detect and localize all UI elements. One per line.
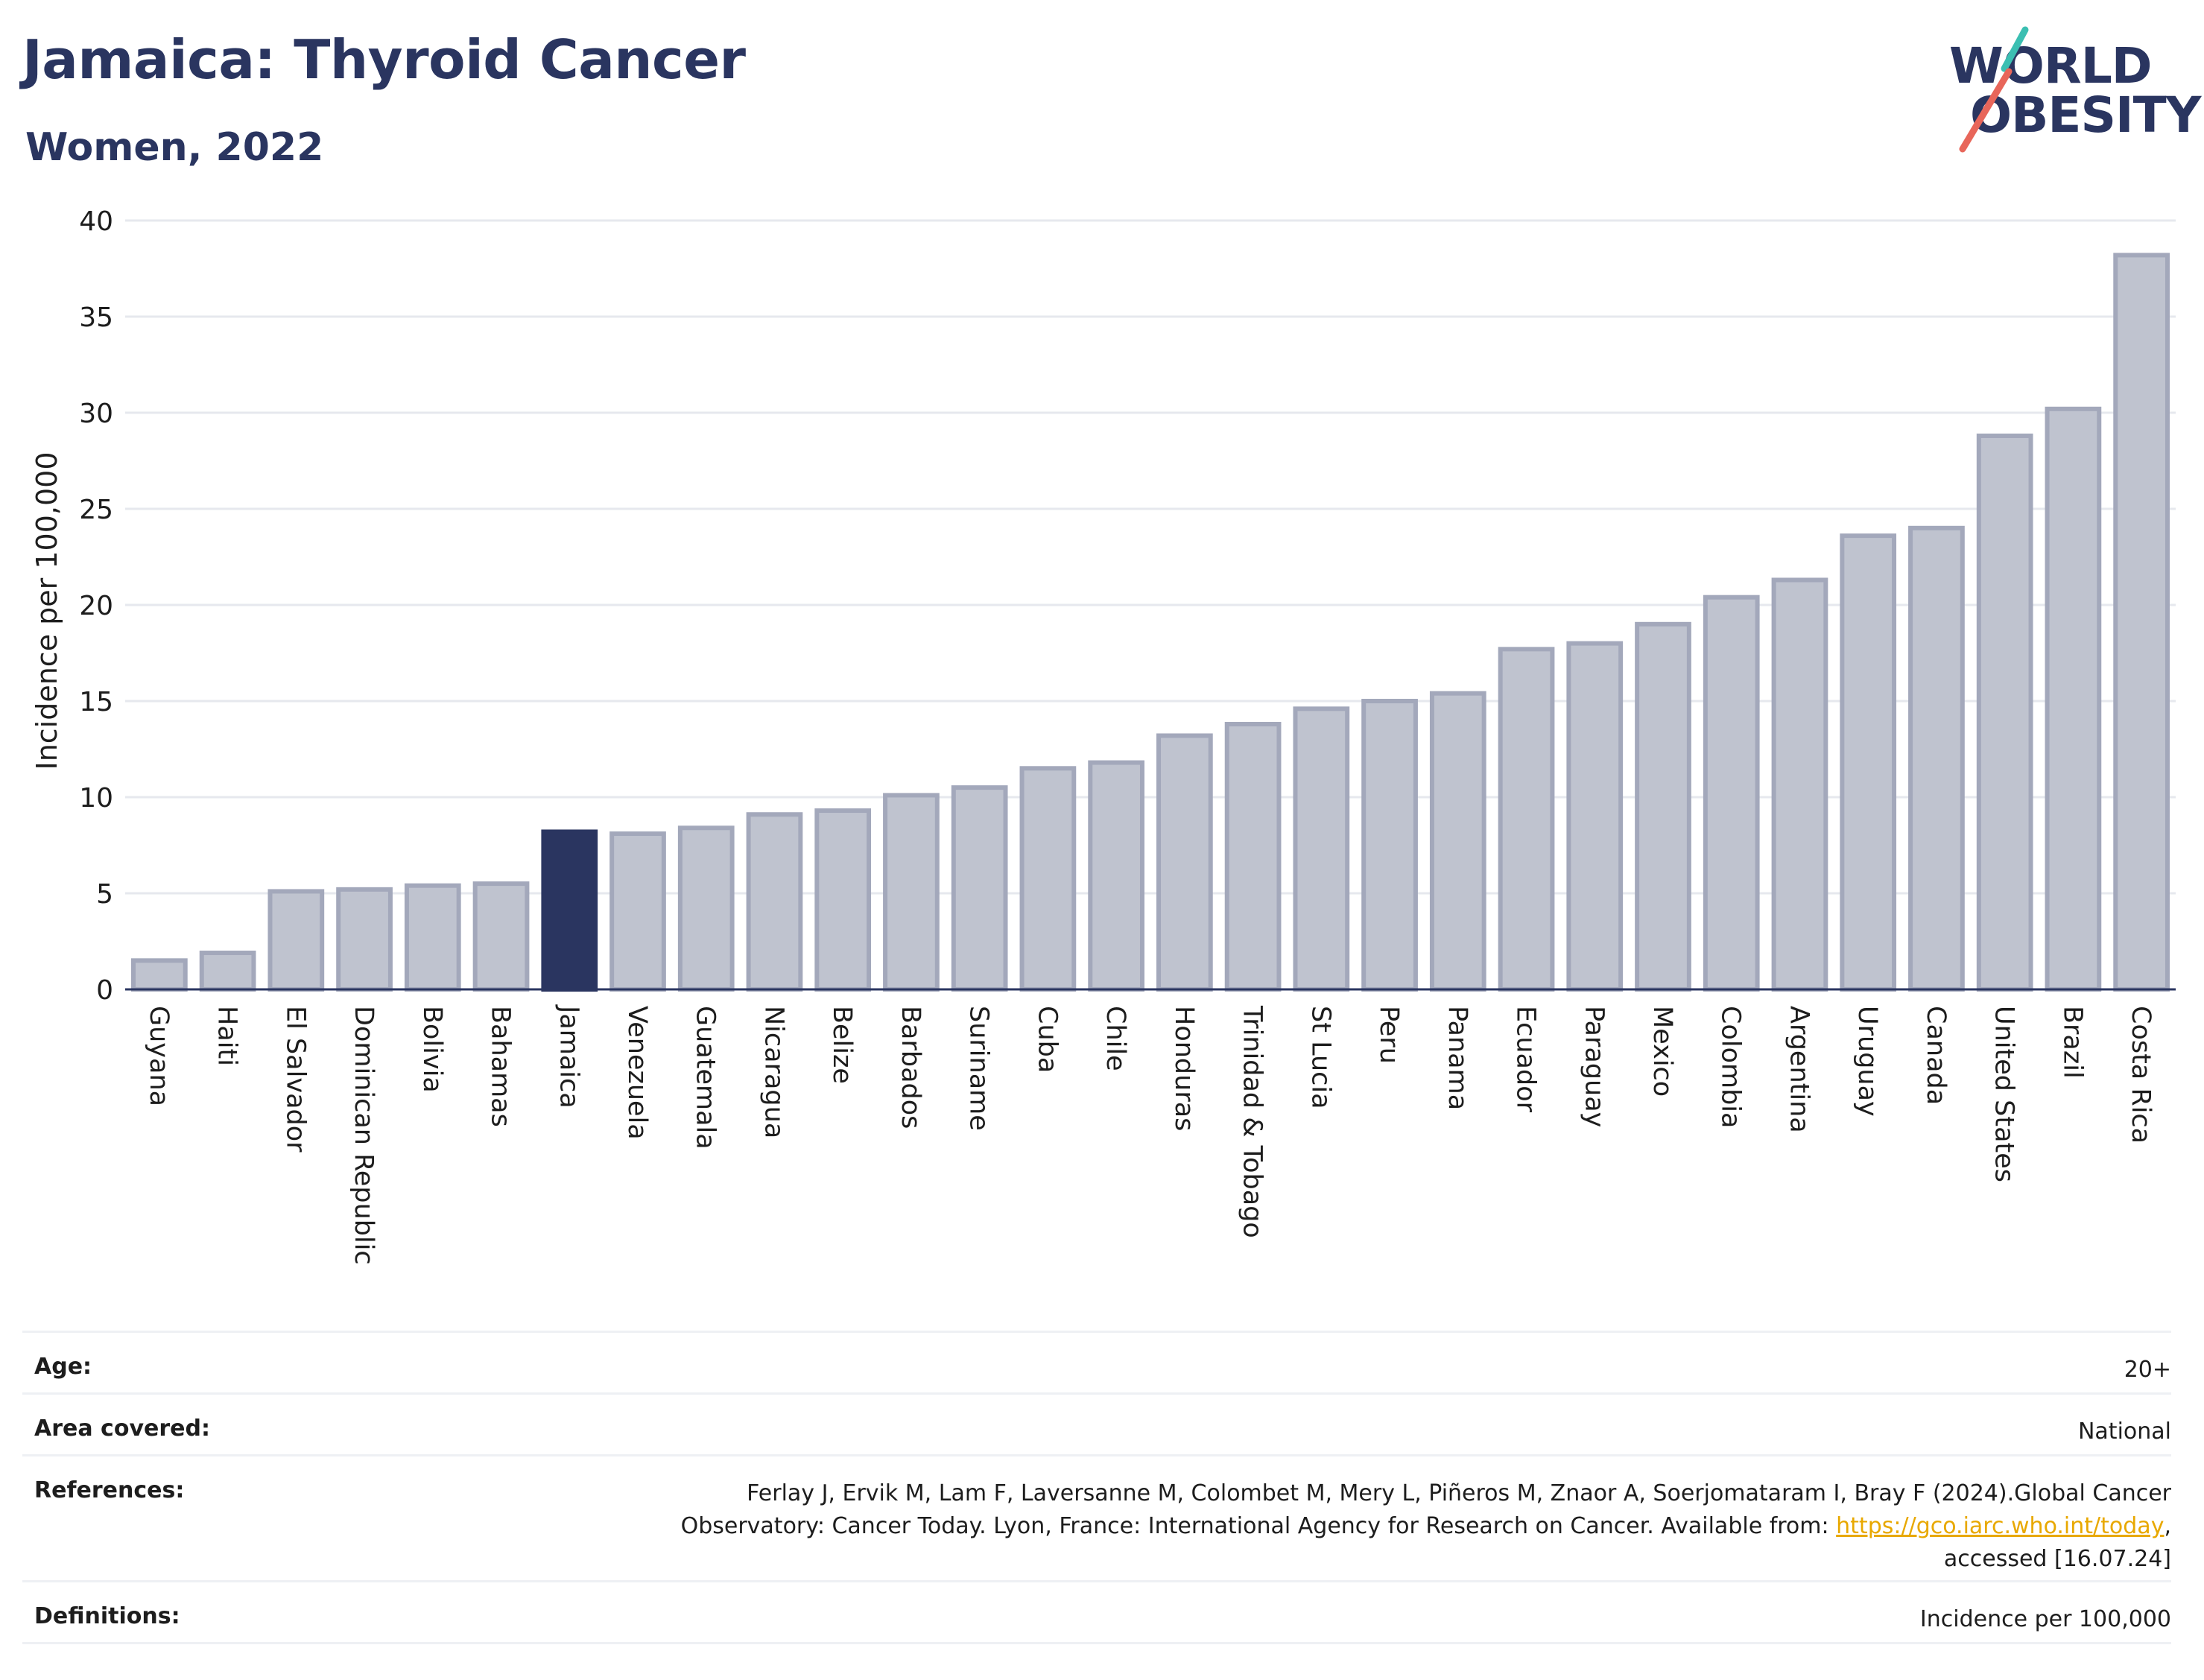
x-tick-label: Argentina — [1784, 1006, 1814, 1133]
chart-title: Jamaica: Thyroid Cancer — [22, 28, 746, 91]
bar-peru — [1361, 699, 1418, 992]
bar-argentina — [1771, 577, 1828, 992]
bar-uruguay — [1840, 533, 1897, 992]
x-tick-label: Paraguay — [1579, 1006, 1609, 1127]
x-tick-label: Panama — [1443, 1006, 1472, 1110]
info-row-definitions: Definitions: Incidence per 100,000 — [22, 1580, 2171, 1644]
x-tick-label: Barbados — [896, 1006, 925, 1129]
x-tick-label: Honduras — [1169, 1006, 1199, 1131]
bar-venezuela — [609, 831, 666, 992]
bar-chile — [1088, 760, 1144, 992]
x-tick-label: Chile — [1101, 1006, 1130, 1071]
references-line-2: Observatory: Cancer Today. Lyon, France:… — [680, 1513, 1837, 1539]
bar-honduras — [1156, 733, 1213, 992]
bar-ecuador — [1498, 647, 1555, 992]
definitions-value: Incidence per 100,000 — [1919, 1606, 2171, 1632]
x-tick-label: United States — [1989, 1006, 2019, 1182]
y-tick-label: 5 — [96, 879, 113, 910]
references-value: Ferlay J, Ervik M, Lam F, Laversanne M, … — [681, 1477, 2171, 1576]
info-row-references: References: Ferlay J, Ervik M, Lam F, La… — [22, 1454, 2171, 1580]
bar-el-salvador — [267, 889, 325, 992]
info-row-age: Age: 20+ — [22, 1331, 2171, 1392]
world-obesity-logo: WORLD OBESITY — [1937, 22, 2201, 156]
x-tick-label: Suriname — [964, 1006, 994, 1131]
y-tick-label: 40 — [79, 206, 113, 237]
axes: 0 5 10 15 20 25 30 35 40 — [79, 206, 2176, 1006]
x-tick-label: Haiti — [212, 1006, 242, 1066]
bar-costa-rica — [2113, 253, 2170, 992]
bar-chart: 0 5 10 15 20 25 30 35 40 Guyana Haiti El Salvador D… — [31, 206, 2176, 1265]
references-line-1: Ferlay J, Ervik M, Lam F, Laversanne M, … — [747, 1480, 2171, 1506]
references-link[interactable]: https://gco.iarc.who.int/today — [1836, 1513, 2165, 1539]
bar-colombia — [1703, 595, 1760, 992]
logo-word-obesity: OBESITY — [1970, 86, 2201, 144]
x-tick-label: Nicaragua — [759, 1006, 788, 1138]
x-tick-label: Trinidad & Tobago — [1238, 1005, 1267, 1238]
logo-slash-icon — [1959, 26, 2029, 153]
age-label: Age: — [34, 1354, 92, 1380]
bar-belize — [814, 808, 872, 992]
age-value: 20+ — [2124, 1357, 2171, 1383]
bar-nicaragua — [746, 812, 803, 992]
x-tick-label: Canada — [1921, 1006, 1951, 1105]
category-labels: Guyana Haiti El Salvador Dominican Republic… — [144, 1004, 2156, 1265]
info-table: Age: 20+ Area covered: National Referenc… — [22, 1331, 2171, 1644]
bar-canada — [1908, 525, 1965, 992]
bar-dominican-republic — [336, 887, 393, 992]
x-tick-label: Costa Rica — [2126, 1006, 2156, 1144]
y-tick-label: 15 — [79, 687, 113, 717]
x-tick-label: Bolivia — [417, 1006, 447, 1093]
x-tick-label: Colombia — [1716, 1006, 1746, 1128]
x-tick-label: Guatemala — [691, 1006, 721, 1150]
y-tick-label: 10 — [79, 783, 113, 814]
x-tick-label: Dominican Republic — [349, 1006, 379, 1265]
x-tick-label: Ecuador — [1511, 1006, 1541, 1113]
bar-cuba — [1019, 766, 1077, 992]
bar-bahamas — [472, 881, 530, 992]
references-comma: , — [2164, 1513, 2171, 1539]
x-tick-label: Bahamas — [486, 1006, 516, 1127]
x-tick-label: Brazil — [2057, 1006, 2087, 1079]
area-value: National — [2077, 1419, 2171, 1445]
y-tick-label: 0 — [96, 975, 113, 1006]
bar-haiti — [199, 950, 256, 992]
bars — [131, 253, 2170, 992]
references-line-3: accessed [16.07.24] — [1943, 1546, 2171, 1572]
references-label: References: — [34, 1477, 185, 1503]
bar-suriname — [951, 785, 1008, 992]
x-tick-label: Cuba — [1032, 1006, 1062, 1073]
bar-brazil — [2045, 406, 2102, 992]
bar-guatemala — [677, 825, 735, 992]
x-tick-label: Guyana — [144, 1006, 174, 1106]
logo-word-world: WORLD — [1949, 37, 2153, 95]
bar-jamaica — [541, 829, 598, 992]
bar-guyana — [131, 958, 188, 992]
bar-bolivia — [404, 883, 461, 992]
x-tick-label: Mexico — [1647, 1006, 1677, 1097]
y-tick-label: 30 — [79, 399, 113, 429]
bar-barbados — [883, 793, 940, 992]
grid-lines — [125, 219, 2176, 895]
x-tick-label: Uruguay — [1852, 1006, 1882, 1117]
y-tick-label: 20 — [79, 591, 113, 621]
x-tick-label: El Salvador — [280, 1006, 310, 1153]
x-tick-label: Jamaica — [554, 1004, 583, 1109]
chart-subtitle: Women, 2022 — [25, 125, 324, 170]
x-tick-label: Venezuela — [622, 1006, 652, 1140]
y-tick-label: 25 — [79, 495, 113, 525]
definitions-label: Definitions: — [34, 1603, 180, 1629]
x-tick-label: Peru — [1374, 1006, 1404, 1064]
bar-panama — [1429, 691, 1486, 992]
bar-mexico — [1635, 621, 1691, 992]
info-row-area: Area covered: National — [22, 1392, 2171, 1454]
bar-paraguay — [1566, 641, 1624, 992]
bar-united-states — [1976, 433, 2033, 992]
x-tick-label: Belize — [827, 1006, 857, 1084]
y-tick-label: 35 — [79, 302, 113, 333]
bar-trinidad-tobago — [1224, 721, 1282, 992]
bar-st-lucia — [1293, 706, 1350, 992]
area-label: Area covered: — [34, 1416, 210, 1442]
x-tick-label: St Lucia — [1305, 1006, 1335, 1109]
y-axis-label: Incidence per 100,000 — [31, 451, 63, 770]
